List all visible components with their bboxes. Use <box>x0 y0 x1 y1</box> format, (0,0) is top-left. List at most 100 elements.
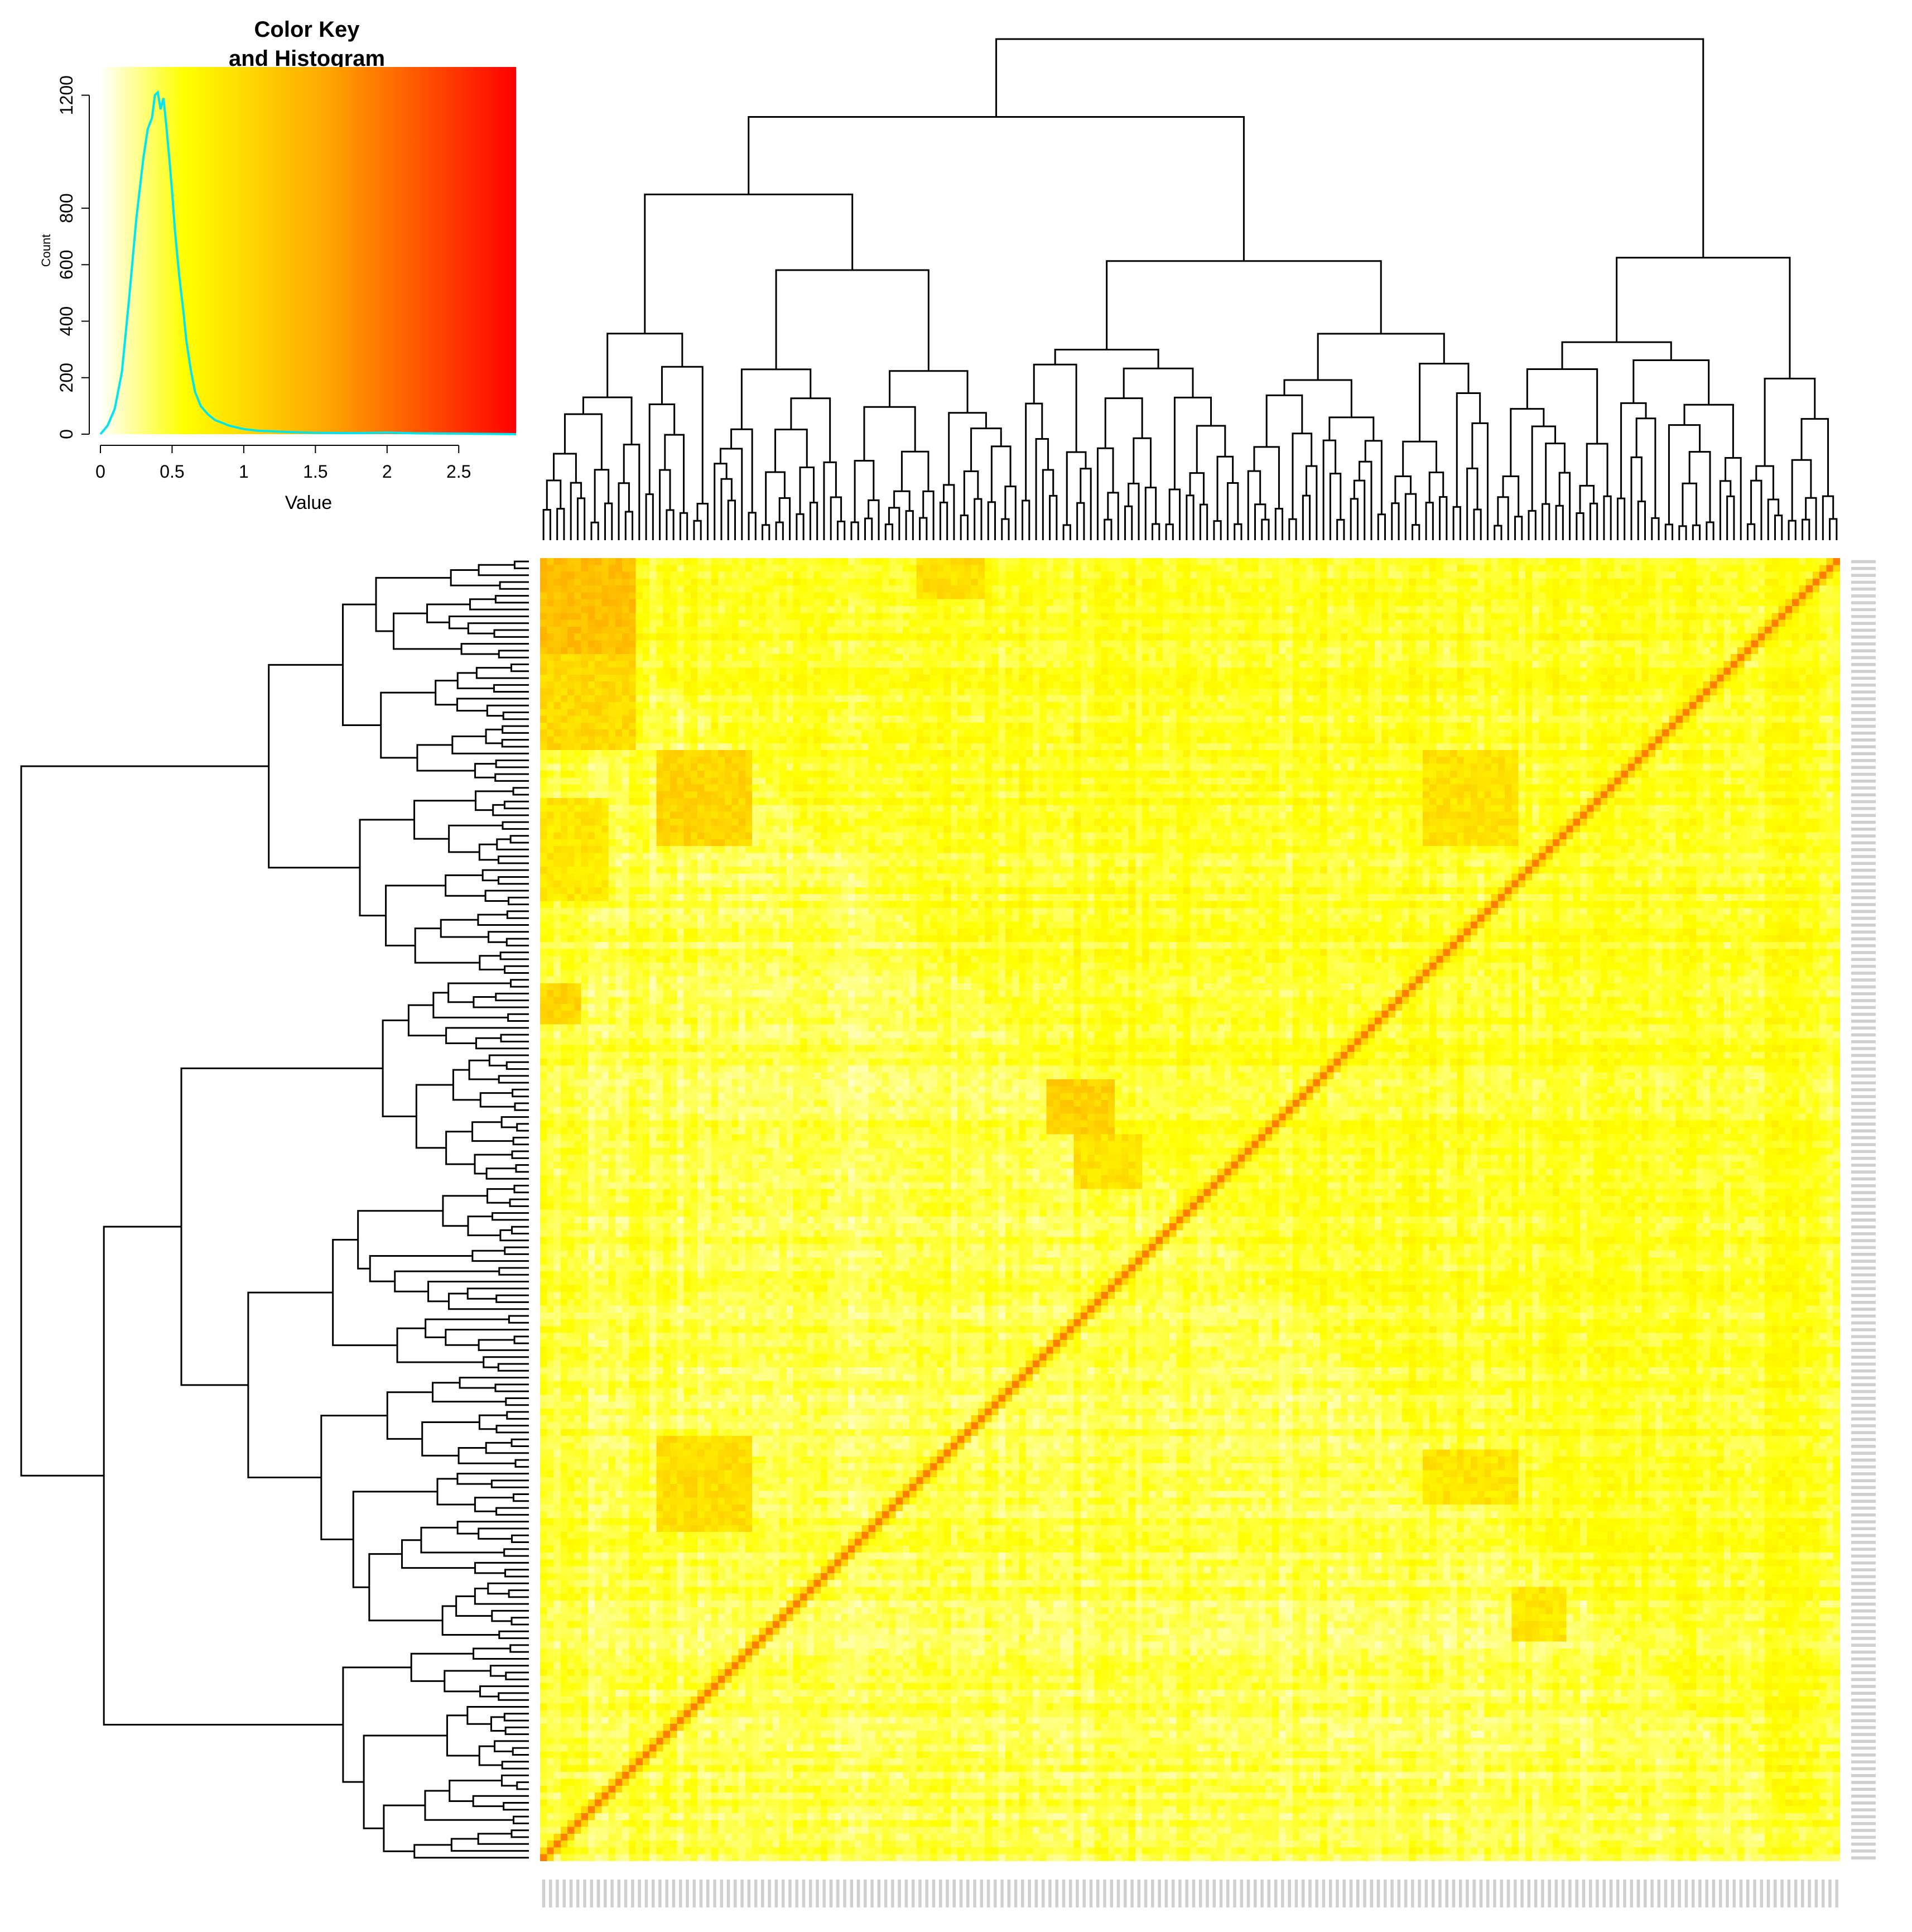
column-label <box>1568 1880 1572 1907</box>
row-label <box>1851 724 1876 728</box>
column-label <box>1739 1880 1743 1907</box>
row-label <box>1851 1102 1876 1106</box>
column-label <box>1110 1880 1114 1907</box>
row-label <box>1851 1760 1876 1763</box>
row-label <box>1851 1513 1876 1517</box>
column-label <box>959 1880 963 1907</box>
row-dendrogram <box>20 560 529 1859</box>
column-label <box>1096 1880 1100 1907</box>
key-title-line-1: Color Key <box>254 17 360 42</box>
row-label <box>1851 1342 1876 1345</box>
column-label <box>1007 1880 1011 1907</box>
row-label <box>1851 1691 1876 1695</box>
column-label <box>1288 1880 1291 1907</box>
color-key: Color Key and Histogram 0 0.5 1 1.5 2 2.5 0 200… <box>39 17 517 513</box>
row-label <box>1851 1582 1876 1585</box>
key-title-line-2: and Histogram <box>229 46 385 71</box>
row-label <box>1851 1335 1876 1338</box>
row-label <box>1851 1410 1876 1414</box>
column-label <box>1068 1880 1072 1907</box>
row-label <box>1851 1294 1876 1297</box>
column-label <box>911 1880 915 1907</box>
row-label <box>1851 1006 1876 1010</box>
row-label <box>1851 1630 1876 1633</box>
column-label <box>808 1880 812 1907</box>
column-label <box>795 1880 798 1907</box>
row-label <box>1851 827 1876 831</box>
column-label <box>1390 1880 1394 1907</box>
row-label <box>1851 745 1876 749</box>
column-label <box>562 1880 566 1907</box>
row-label <box>1851 580 1876 584</box>
row-label <box>1851 1534 1876 1537</box>
row-label <box>1851 1589 1876 1592</box>
column-label <box>1609 1880 1613 1907</box>
column-label <box>686 1880 689 1907</box>
row-label <box>1851 1397 1876 1400</box>
heatmap-cells <box>540 558 1840 1861</box>
row-label <box>1851 1150 1876 1154</box>
row-label <box>1851 1020 1876 1023</box>
column-label <box>802 1880 806 1907</box>
column-label <box>1192 1880 1196 1907</box>
row-label <box>1851 1801 1876 1805</box>
row-label <box>1851 972 1876 975</box>
column-label <box>1219 1880 1223 1907</box>
row-label <box>1851 1438 1876 1441</box>
column-label <box>768 1880 771 1907</box>
row-label <box>1851 670 1876 673</box>
row-label <box>1851 1287 1876 1290</box>
column-label <box>1336 1880 1339 1907</box>
key-y-tick-label: 0 <box>56 429 76 439</box>
key-y-tick-label: 600 <box>56 250 76 280</box>
row-label <box>1851 1520 1876 1524</box>
column-label <box>788 1880 792 1907</box>
column-label <box>1452 1880 1456 1907</box>
column-label <box>1041 1880 1045 1907</box>
row-label <box>1851 1232 1876 1236</box>
row-label <box>1851 1561 1876 1565</box>
column-label <box>1582 1880 1586 1907</box>
column-label <box>1349 1880 1353 1907</box>
column-label <box>1424 1880 1428 1907</box>
column-label <box>1185 1880 1188 1907</box>
row-label <box>1851 1369 1876 1373</box>
row-label <box>1851 1609 1876 1613</box>
row-label <box>1851 642 1876 646</box>
column-label <box>1698 1880 1702 1907</box>
row-label <box>1851 1088 1876 1092</box>
row-label <box>1851 622 1876 625</box>
column-label <box>1630 1880 1634 1907</box>
row-label <box>1851 1273 1876 1277</box>
column-label <box>1596 1880 1599 1907</box>
column-label <box>747 1880 751 1907</box>
row-label <box>1851 1458 1876 1462</box>
row-label <box>1851 1808 1876 1811</box>
row-label <box>1851 1204 1876 1208</box>
column-label <box>734 1880 737 1907</box>
column-label <box>774 1880 778 1907</box>
column-label <box>1657 1880 1661 1907</box>
row-label <box>1851 1260 1876 1263</box>
column-label <box>576 1880 580 1907</box>
column-label <box>1301 1880 1305 1907</box>
row-label <box>1851 1856 1876 1859</box>
row-label <box>1851 944 1876 948</box>
column-label <box>1732 1880 1736 1907</box>
column-label <box>1404 1880 1408 1907</box>
row-label <box>1851 1712 1876 1715</box>
column-label <box>1397 1880 1401 1907</box>
row-label <box>1851 1781 1876 1784</box>
column-label <box>1178 1880 1182 1907</box>
column-label <box>1246 1880 1250 1907</box>
column-label <box>1082 1880 1086 1907</box>
row-label <box>1851 1452 1876 1455</box>
column-label <box>870 1880 874 1907</box>
row-label <box>1851 1753 1876 1757</box>
key-x-tick-label: 1.5 <box>303 462 328 482</box>
row-label <box>1851 1445 1876 1448</box>
row-label <box>1851 786 1876 790</box>
key-y-tick-label: 200 <box>56 363 76 392</box>
row-label <box>1851 868 1876 872</box>
